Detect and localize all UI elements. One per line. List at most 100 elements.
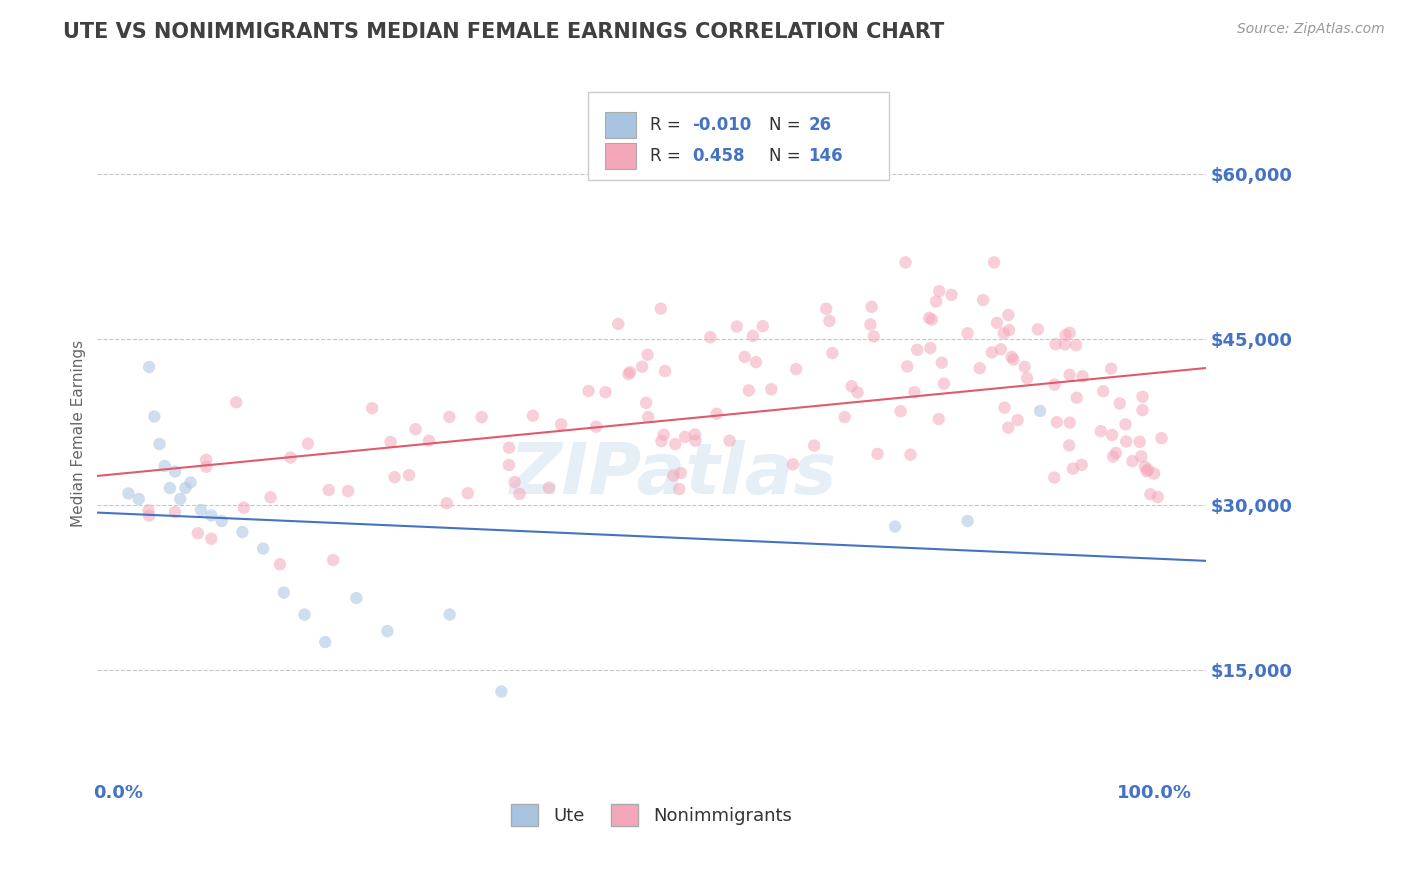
Point <box>986 316 1008 330</box>
Point <box>322 553 344 567</box>
Point <box>1057 438 1080 452</box>
Text: 0.458: 0.458 <box>692 147 744 165</box>
Point <box>631 359 654 374</box>
Point <box>664 437 686 451</box>
Point <box>578 384 600 398</box>
Point <box>232 500 254 515</box>
Point <box>668 482 690 496</box>
Point <box>637 348 659 362</box>
Point <box>928 284 950 298</box>
Point <box>384 470 406 484</box>
Point <box>993 401 1015 415</box>
Point <box>1146 490 1168 504</box>
Point <box>1133 459 1156 474</box>
Point <box>1092 384 1115 399</box>
Point <box>905 343 928 357</box>
Point <box>503 475 526 489</box>
Point <box>1001 350 1024 364</box>
Point <box>1002 352 1025 367</box>
Point <box>956 514 979 528</box>
Point <box>195 452 218 467</box>
Point <box>1043 470 1066 484</box>
Point <box>834 410 856 425</box>
Point <box>928 412 950 426</box>
Point <box>1136 464 1159 478</box>
Point <box>1059 416 1081 430</box>
Point <box>344 591 367 605</box>
Point <box>1046 415 1069 429</box>
Point <box>1059 326 1081 340</box>
Text: Source: ZipAtlas.com: Source: ZipAtlas.com <box>1237 22 1385 37</box>
Point <box>1090 424 1112 438</box>
Point <box>318 483 340 497</box>
Point <box>1014 359 1036 374</box>
Point <box>405 422 427 436</box>
Point <box>669 466 692 480</box>
Point <box>785 362 807 376</box>
Point <box>252 541 274 556</box>
Point <box>585 419 607 434</box>
Point <box>439 409 461 424</box>
Point <box>1115 434 1137 449</box>
Point <box>174 481 197 495</box>
Point <box>165 465 187 479</box>
Point <box>522 409 544 423</box>
Point <box>860 300 883 314</box>
Point <box>269 558 291 572</box>
Text: UTE VS NONIMMIGRANTS MEDIAN FEMALE EARNINGS CORRELATION CHART: UTE VS NONIMMIGRANTS MEDIAN FEMALE EARNI… <box>63 22 945 42</box>
Point <box>117 486 139 500</box>
Point <box>1130 450 1153 464</box>
Point <box>1029 404 1052 418</box>
Point <box>782 458 804 472</box>
Point <box>997 308 1019 322</box>
Point <box>932 376 955 391</box>
Point <box>1115 417 1137 432</box>
Point <box>231 524 253 539</box>
Point <box>803 439 825 453</box>
Point <box>187 526 209 541</box>
Text: 26: 26 <box>808 116 831 134</box>
Point <box>1064 338 1087 352</box>
Point <box>1062 461 1084 475</box>
Point <box>398 468 420 483</box>
Point <box>993 326 1015 341</box>
Point <box>896 359 918 374</box>
Point <box>1105 446 1128 460</box>
Point <box>859 318 882 332</box>
Point <box>725 319 748 334</box>
Point <box>457 486 479 500</box>
Point <box>706 407 728 421</box>
Point <box>148 437 170 451</box>
Point <box>200 532 222 546</box>
Point <box>1121 454 1143 468</box>
Point <box>1132 390 1154 404</box>
Point <box>143 409 166 424</box>
Point <box>617 367 640 381</box>
Point <box>884 519 907 533</box>
Point <box>969 361 991 376</box>
Point <box>1054 337 1077 351</box>
Point <box>190 503 212 517</box>
Point <box>699 330 721 344</box>
Point <box>163 505 186 519</box>
Text: N =: N = <box>769 116 806 134</box>
Point <box>211 514 233 528</box>
Point <box>153 458 176 473</box>
Point <box>180 475 202 490</box>
Point <box>1099 361 1122 376</box>
Point <box>1017 371 1039 385</box>
Point <box>662 468 685 483</box>
Point <box>138 508 160 523</box>
Point <box>1150 431 1173 445</box>
Point <box>225 395 247 409</box>
Point <box>607 317 630 331</box>
Point <box>380 435 402 450</box>
Point <box>169 491 191 506</box>
Point <box>418 434 440 448</box>
Point <box>1066 391 1088 405</box>
Text: ZIPatlas: ZIPatlas <box>510 440 838 509</box>
Point <box>734 350 756 364</box>
Point <box>921 312 943 326</box>
Point <box>1059 368 1081 382</box>
Point <box>337 484 360 499</box>
